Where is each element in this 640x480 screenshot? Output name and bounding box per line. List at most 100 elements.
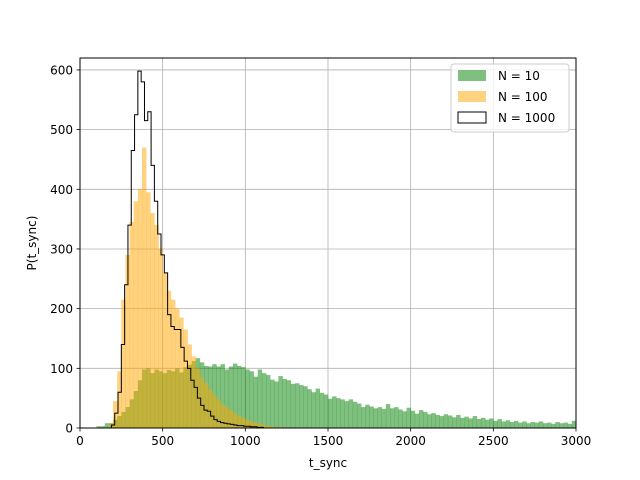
- histogram-bar: [270, 379, 275, 428]
- histogram-bar: [332, 396, 337, 428]
- legend: N = 10 N = 100 N = 1000: [450, 63, 570, 133]
- histogram-bar: [497, 419, 502, 428]
- axis-ticks: 0 500 1000 1500 2000 2500 3000 0 100 200 300 400 500…: [50, 63, 591, 448]
- histogram-bar: [328, 398, 333, 428]
- histogram-bar: [505, 420, 511, 428]
- histogram-bar: [170, 299, 176, 428]
- histogram-bar: [443, 414, 449, 428]
- histogram-bar: [286, 380, 292, 428]
- histogram-bar: [245, 419, 250, 428]
- histogram-bar: [542, 423, 548, 428]
- histogram-bar: [418, 410, 424, 428]
- x-tick-label: 500: [151, 434, 174, 448]
- histogram-bar: [464, 416, 469, 428]
- histogram-bar: [96, 426, 106, 428]
- histogram-bar: [208, 389, 213, 428]
- histogram-bar: [212, 395, 217, 428]
- histogram-bar: [270, 426, 279, 428]
- histogram-bar: [468, 418, 473, 428]
- histogram-bar: [232, 413, 238, 428]
- histogram-bar: [204, 383, 209, 428]
- histogram-bar: [121, 299, 126, 428]
- histogram-bar: [456, 414, 461, 428]
- legend-swatch-n100: [458, 91, 486, 102]
- legend-label-n100: N = 100: [498, 90, 548, 104]
- histogram-bar: [216, 366, 221, 428]
- histogram-bar: [447, 415, 453, 428]
- histogram-bar: [187, 344, 192, 428]
- y-tick-label: 100: [50, 362, 73, 376]
- histogram-bar: [261, 373, 267, 428]
- y-axis-label: P(t_sync): [25, 216, 39, 271]
- x-tick-label: 1000: [230, 434, 261, 448]
- histogram-bar: [485, 419, 490, 428]
- histogram-bar: [522, 421, 527, 428]
- x-tick-label: 1500: [313, 434, 344, 448]
- histogram-bar: [274, 381, 279, 428]
- histogram-bar: [142, 147, 147, 429]
- histogram-bar: [224, 369, 230, 428]
- histogram-bar: [538, 421, 544, 428]
- y-tick-label: 400: [50, 183, 73, 197]
- histogram-bar: [559, 423, 564, 428]
- histogram-bar: [241, 367, 246, 428]
- histogram-bar: [571, 420, 577, 428]
- histogram-bar: [460, 417, 465, 428]
- histogram-bar: [319, 392, 325, 428]
- histogram-bar: [228, 410, 234, 428]
- histogram-bar: [241, 417, 246, 428]
- histogram-bar: [311, 392, 316, 428]
- histogram-bar: [232, 363, 238, 428]
- histogram-bar: [199, 377, 205, 428]
- histogram-bar: [323, 394, 329, 428]
- y-tick-label: 0: [65, 422, 73, 436]
- histogram-bar: [381, 408, 387, 428]
- y-tick-label: 500: [50, 123, 73, 137]
- histogram-bar: [439, 416, 445, 428]
- histogram-bar: [299, 385, 304, 428]
- histogram-bar: [245, 369, 250, 428]
- histogram-bar: [278, 376, 283, 428]
- histogram-bar: [113, 401, 118, 428]
- histogram-bar: [452, 417, 457, 428]
- histogram-bar: [224, 407, 230, 428]
- histogram-bar: [427, 414, 432, 428]
- histogram-bar: [509, 422, 515, 428]
- histogram-bar: [294, 383, 300, 428]
- histogram-bar: [526, 423, 531, 428]
- histogram-bar: [373, 408, 378, 428]
- histogram-bar: [377, 407, 383, 428]
- histogram-bar: [336, 398, 341, 428]
- series-n1000-step-line: [110, 70, 265, 428]
- x-tick-label: 2000: [395, 434, 426, 448]
- histogram-bar: [394, 407, 399, 428]
- histogram-bar: [220, 364, 225, 428]
- histogram-bar: [166, 290, 172, 428]
- histogram-bar: [253, 376, 259, 428]
- histogram-bar: [253, 422, 259, 428]
- histogram-bar: [435, 414, 440, 428]
- histogram-bar: [303, 386, 308, 428]
- legend-swatch-n1000: [457, 111, 487, 124]
- histogram-bar: [340, 399, 345, 428]
- y-tick-label: 300: [50, 242, 73, 256]
- histogram-bar: [431, 413, 436, 428]
- histogram-bar: [249, 421, 254, 428]
- histogram-bar: [257, 369, 263, 428]
- histogram-bar: [547, 422, 552, 428]
- histogram-bar: [266, 374, 271, 428]
- histogram-bar: [352, 401, 358, 428]
- histogram-bar: [489, 418, 494, 428]
- histogram-bar: [480, 417, 486, 428]
- histogram-bar: [158, 248, 163, 428]
- histogram-bar: [361, 407, 366, 428]
- series-n100-bars: [108, 147, 296, 429]
- histogram-bar: [228, 366, 234, 428]
- histogram-bar: [551, 423, 556, 428]
- y-tick-label: 600: [50, 63, 73, 77]
- y-tick-label: 200: [50, 302, 73, 316]
- histogram-bar: [348, 399, 354, 428]
- x-tick-label: 0: [76, 434, 84, 448]
- histogram-bar: [406, 407, 411, 428]
